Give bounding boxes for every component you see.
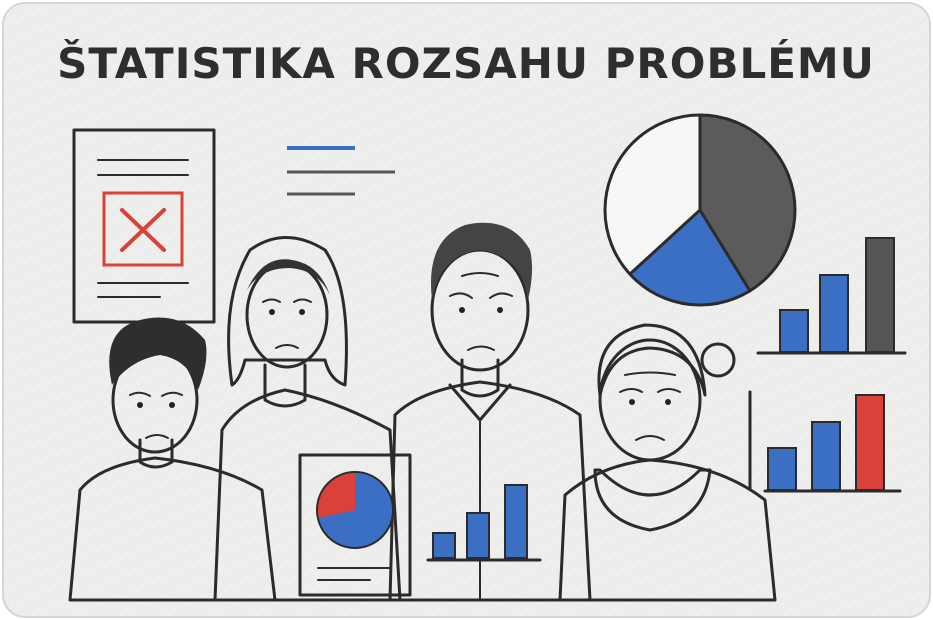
illustration: ŠTATISTIKA ROZSAHU PROBLÉMU: [0, 0, 933, 620]
pie-sketch: [605, 115, 795, 305]
page: ŠTATISTIKA ROZSAHU PROBLÉMU: [0, 0, 933, 620]
title: ŠTATISTIKA ROZSAHU PROBLÉMU: [57, 38, 875, 88]
